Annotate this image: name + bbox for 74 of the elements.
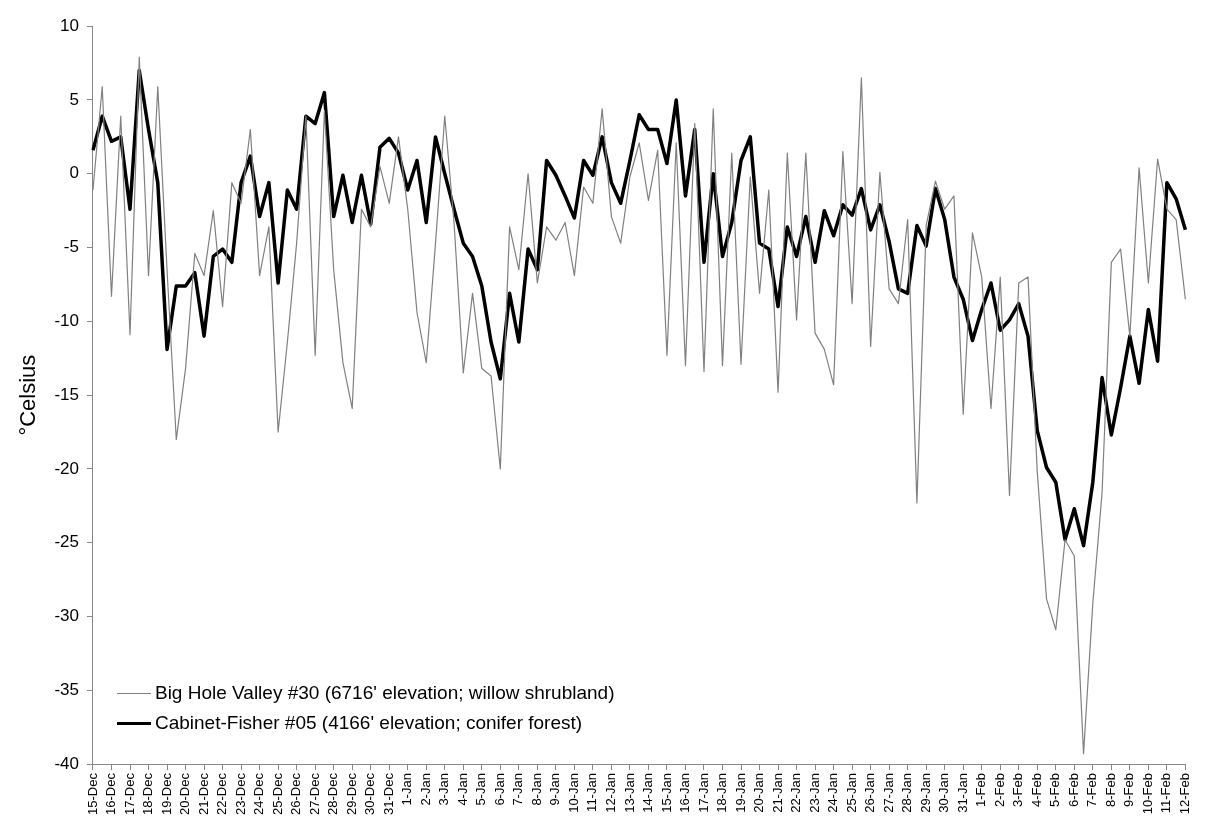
x-tick-label: 27-Dec <box>306 772 322 816</box>
x-tick-label: 24-Dec <box>251 772 267 816</box>
x-tick-label: 4-Jan <box>454 773 470 806</box>
x-tick-label: 28-Dec <box>325 772 341 816</box>
x-tick-label: 13-Jan <box>621 773 637 813</box>
x-tick-label: 29-Dec <box>343 772 359 816</box>
x-tick-label: 19-Dec <box>158 772 174 816</box>
y-tick-label: -25 <box>54 532 79 552</box>
x-tick-label: 23-Jan <box>806 773 822 813</box>
x-tick-label: 14-Jan <box>640 773 656 813</box>
y-tick-label: -30 <box>54 606 79 626</box>
y-tick-label: -15 <box>54 384 79 404</box>
legend-label: Big Hole Valley #30 (6716' elevation; willow shrubland) <box>154 682 615 705</box>
x-tick-label: 4-Feb <box>1028 773 1044 808</box>
x-tick-label: 8-Jan <box>528 773 544 806</box>
x-tick-label: 15-Dec <box>84 772 100 816</box>
x-tick-label: 1-Feb <box>973 773 989 808</box>
x-tick-label: 5-Jan <box>473 773 489 806</box>
x-tick-label: 20-Jan <box>751 773 767 813</box>
x-tick-label: 5-Feb <box>1047 773 1063 808</box>
x-tick-label: 12-Feb <box>1176 773 1192 815</box>
x-tick-label: 18-Dec <box>140 772 156 816</box>
y-tick-label: -20 <box>54 458 79 478</box>
x-tick-label: 25-Dec <box>269 772 285 816</box>
x-tick-label: 26-Jan <box>862 773 878 813</box>
x-tick-label: 7-Jan <box>510 773 526 806</box>
x-tick-label: 3-Jan <box>436 773 452 806</box>
y-tick-label: -10 <box>54 311 79 331</box>
legend-label: Cabinet-Fisher #05 (4166' elevation; conifer forest) <box>154 712 583 735</box>
x-tick-label: 6-Feb <box>1065 773 1081 808</box>
x-tick-label: 21-Jan <box>769 773 785 813</box>
x-tick-label: 19-Jan <box>732 773 748 813</box>
y-tick-label: 5 <box>69 89 79 109</box>
x-tick-label: 30-Dec <box>362 772 378 816</box>
x-tick-label: 16-Jan <box>677 773 693 813</box>
x-tick-label: 20-Dec <box>177 772 193 816</box>
x-tick-label: 11-Jan <box>584 773 600 812</box>
y-tick-label: 10 <box>60 15 79 35</box>
x-tick-label: 22-Jan <box>788 773 804 813</box>
x-tick-label: 24-Jan <box>825 773 841 813</box>
x-tick-label: 1-Jan <box>399 773 415 806</box>
y-tick-label: 0 <box>69 163 79 183</box>
x-tick-label: 11-Feb <box>1158 773 1174 814</box>
x-tick-label: 17-Jan <box>695 773 711 813</box>
x-tick-label: 2-Feb <box>991 773 1007 808</box>
x-tick-label: 8-Feb <box>1102 773 1118 808</box>
y-axis-title: °Celsius <box>15 354 41 436</box>
x-tick-label: 27-Jan <box>880 773 896 813</box>
x-tick-label: 16-Dec <box>103 772 119 816</box>
x-tick-label: 9-Feb <box>1121 773 1137 808</box>
x-tick-label: 23-Dec <box>232 772 248 816</box>
x-tick-label: 2-Jan <box>417 773 433 806</box>
x-tick-label: 10-Feb <box>1139 773 1155 815</box>
x-tick-label: 31-Dec <box>380 772 396 816</box>
x-tick-label: 22-Dec <box>214 772 230 816</box>
y-tick-label: -5 <box>63 237 79 257</box>
x-tick-label: 31-Jan <box>954 773 970 813</box>
x-tick-label: 10-Jan <box>565 773 581 813</box>
x-tick-label: 12-Jan <box>602 773 618 813</box>
x-tick-label: 29-Jan <box>917 773 933 813</box>
x-tick-label: 21-Dec <box>195 772 211 816</box>
x-tick-label: 6-Jan <box>491 773 507 806</box>
x-tick-label: 15-Jan <box>658 773 674 813</box>
y-tick-label: -40 <box>54 753 79 773</box>
x-tick-label: 28-Jan <box>899 773 915 813</box>
x-tick-label: 25-Jan <box>843 773 859 813</box>
x-tick-label: 18-Jan <box>714 773 730 813</box>
y-tick-label: -35 <box>54 679 79 699</box>
x-tick-label: 3-Feb <box>1010 773 1026 808</box>
x-tick-label: 17-Dec <box>121 772 137 816</box>
x-tick-label: 7-Feb <box>1084 773 1100 808</box>
x-tick-label: 9-Jan <box>547 773 563 806</box>
x-tick-label: 30-Jan <box>936 773 952 813</box>
x-tick-label: 26-Dec <box>288 772 304 816</box>
